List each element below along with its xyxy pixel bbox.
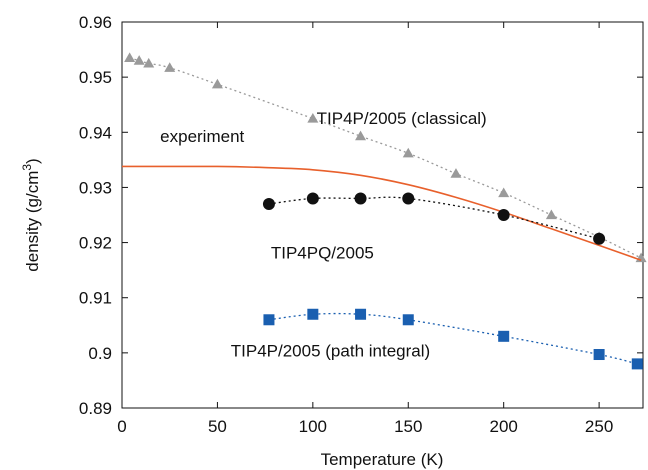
tip4pq-2005-point: [593, 232, 606, 245]
y-tick-label: 0.95: [79, 68, 112, 87]
tip4pq-2005-point: [354, 192, 367, 205]
tip4pq-2005-point: [402, 192, 415, 205]
y-tick-label: 0.93: [79, 178, 112, 197]
annotation-experiment: experiment: [160, 127, 244, 146]
x-tick-label: 100: [299, 417, 327, 436]
x-tick-label: 200: [489, 417, 517, 436]
tip4p-2005-classical-point: [635, 252, 647, 263]
y-axis-label-suffix: ): [23, 158, 42, 164]
x-tick-label: 50: [208, 417, 227, 436]
tip4p-2005-path-integral-point: [593, 349, 605, 361]
tip4p-2005-classical-point: [450, 168, 462, 178]
tip4p-2005-classical-point: [545, 209, 557, 220]
tip4p-2005-classical-point: [133, 55, 145, 65]
tip4p-2005-classical-point: [143, 57, 155, 68]
tip4p-2005-classical-point: [124, 52, 136, 62]
tip4p-2005-classical-point: [307, 113, 319, 123]
y-tick-label: 0.9: [88, 344, 112, 363]
plot-frame: [121, 21, 644, 409]
tip4p-2005-classical-point: [355, 130, 367, 141]
y-axis-label-superscript: 3: [20, 164, 34, 171]
tip4pq-2005-point: [306, 192, 319, 205]
annotation-pathint: TIP4P/2005 (path integral): [231, 342, 430, 361]
tip4p-2005-path-integral-point: [498, 330, 510, 342]
tip4p-2005-path-integral-point: [263, 314, 275, 326]
y-tick-label: 0.89: [79, 399, 112, 418]
tip4p-2005-classical-point: [402, 147, 414, 158]
tip4p-2005-path-integral-point: [631, 358, 643, 370]
y-axis-label-prefix: density (g/cm: [23, 171, 42, 272]
x-axis-label: Temperature (K): [321, 450, 444, 469]
annotation-classical: TIP4P/2005 (classical): [317, 109, 487, 128]
tip4pq-2005-point: [497, 209, 510, 221]
tip4p-2005-classical-point: [164, 62, 176, 72]
tip4p-2005-classical-line: [129, 57, 642, 259]
y-tick-label: 0.94: [79, 123, 112, 142]
y-tick-label: 0.91: [79, 289, 112, 308]
series-layer: [122, 52, 647, 370]
tick-layer: 0 50 100 150 200 250 0.89 0.9 0.91 0.92 0.93 0.94 0.…: [79, 13, 643, 436]
x-tick-label: 150: [394, 417, 422, 436]
annotation-tip4pq: TIP4PQ/2005: [271, 244, 374, 263]
tip4pq-2005-point: [262, 197, 275, 210]
y-tick-label: 0.92: [79, 234, 112, 253]
annotation-layer: TIP4P/2005 (classical) experiment TIP4PQ/2…: [160, 109, 487, 361]
experiment-line: [122, 165, 642, 261]
x-tick-label: 250: [585, 417, 613, 436]
tip4p-2005-path-integral-point: [402, 314, 414, 326]
tip4p-2005-classical-point: [211, 78, 223, 89]
tip4p-2005-classical-point: [498, 187, 510, 198]
x-tick-label: 0: [117, 417, 126, 436]
y-axis-label: density (g/cm3): [20, 158, 42, 271]
y-tick-label: 0.96: [79, 13, 112, 32]
tip4p-2005-path-integral-point: [307, 308, 319, 320]
tip4p-2005-path-integral-point: [355, 308, 367, 320]
